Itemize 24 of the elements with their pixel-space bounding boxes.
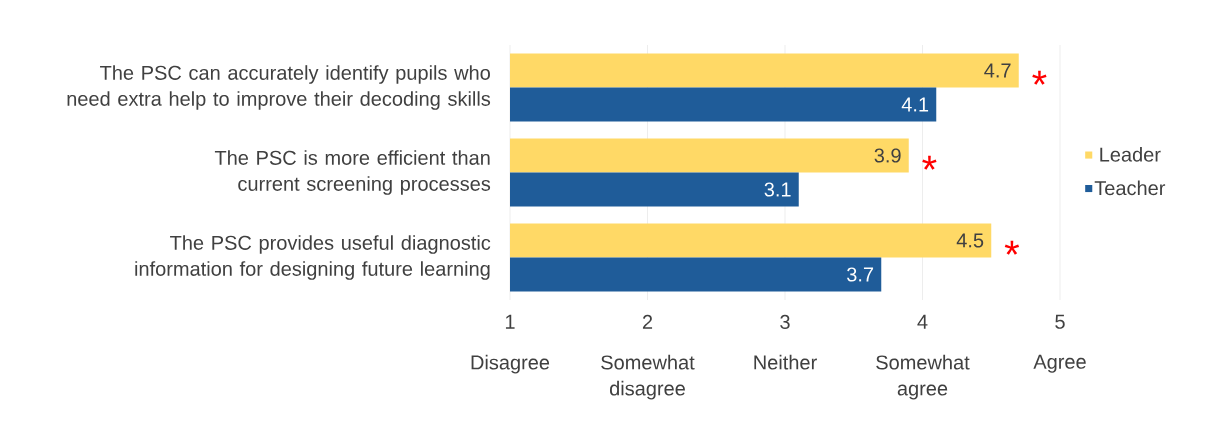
data-label: 4.1 [901, 97, 929, 112]
data-label: 3.7 [847, 267, 874, 282]
x-tick-label: 3 [780, 314, 790, 330]
x-tick-label: 4 [917, 314, 928, 329]
text: Somewhat disagree [601, 354, 695, 400]
text: Agree [1033, 354, 1086, 373]
y-tick-label: The PSC provides useful diagnostic information for designing future learning [135, 235, 491, 280]
x-tick-label: 2 [642, 314, 653, 329]
data-label: 3.1 [764, 182, 791, 197]
y-tick-label: The PSC is more efficient than current screening processes [214, 150, 491, 195]
legend-label: Teacher [1094, 180, 1166, 196]
text: Somewhat agree [876, 354, 970, 400]
y-tick-label: The PSC can accurately identify pupils who need extra help to improve their decoding skills [67, 65, 491, 110]
text: Neither [754, 354, 817, 370]
x-tick-label: 1 [505, 314, 515, 329]
data-label: 4.7 [984, 63, 1011, 78]
annotation: * [1004, 240, 1020, 255]
data-label: 4.5 [956, 233, 984, 248]
text: Disagree [471, 354, 550, 374]
data-label: 3.9 [874, 148, 901, 163]
annotation: * [922, 155, 937, 170]
x-tick-label: 5 [1055, 314, 1065, 329]
annotation: * [1032, 70, 1047, 85]
legend-label: Leader [1100, 147, 1161, 162]
